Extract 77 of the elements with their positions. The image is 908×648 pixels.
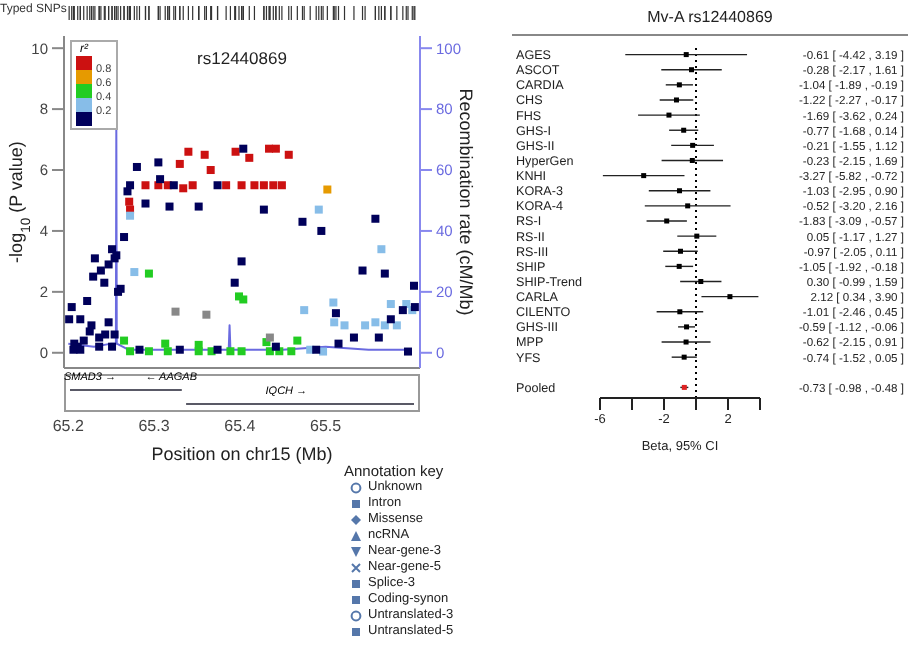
point [683,339,689,345]
point [340,321,349,330]
point [125,197,134,206]
point [163,347,172,356]
y2-axis-title: Recombination rate (cM/Mb) [456,88,476,316]
point [371,318,380,327]
x-axis-title: Position on chr15 (Mb) [151,444,333,464]
point [377,245,386,254]
point [300,306,309,315]
point [144,269,153,278]
x-tick-label: 65.2 [52,417,85,436]
point [222,181,231,190]
point [361,321,370,330]
point [237,347,246,356]
point [206,166,215,175]
point [677,309,683,315]
point [259,181,268,190]
point [245,153,254,162]
point [239,295,248,304]
point [188,181,197,190]
point [684,324,690,330]
point [126,347,135,356]
point [120,336,129,345]
point [250,181,259,190]
x-tick-label: 65.3 [138,417,171,436]
point [727,294,733,300]
point [676,263,682,269]
point [130,268,139,277]
point [323,185,332,194]
point [293,336,302,345]
point [126,211,135,220]
point [690,142,696,148]
point [141,181,150,190]
point [681,354,687,360]
chart-title: Mv-A rs12440869 [645,8,775,26]
point [683,52,689,58]
point [161,339,170,348]
point [641,173,647,179]
point [380,321,389,330]
x-tick-label: 65.4 [224,417,257,436]
point [676,82,682,88]
point [689,157,695,163]
x-tick-label: 65.5 [310,417,343,436]
point [175,159,184,168]
point [226,347,235,356]
point [200,150,209,159]
point [194,340,203,349]
point [271,144,280,153]
point [284,150,293,159]
point [664,218,670,224]
point [184,147,193,156]
text: rs12440869 [197,48,288,68]
point [265,333,274,342]
point [677,248,683,254]
point [673,97,679,103]
point [689,67,695,73]
point [202,310,211,319]
point [681,127,687,133]
point [287,347,296,356]
point [685,203,691,209]
point [677,188,683,194]
point [277,181,286,190]
point [698,279,704,285]
point [171,307,180,316]
point [330,318,339,327]
point [319,347,328,356]
point [269,181,278,190]
point [314,205,323,214]
point [144,347,153,356]
point [392,321,401,330]
point [329,298,338,307]
point [386,300,395,309]
point [179,184,188,193]
point [231,147,240,156]
point [237,181,246,190]
point [666,112,672,118]
point [694,233,700,239]
